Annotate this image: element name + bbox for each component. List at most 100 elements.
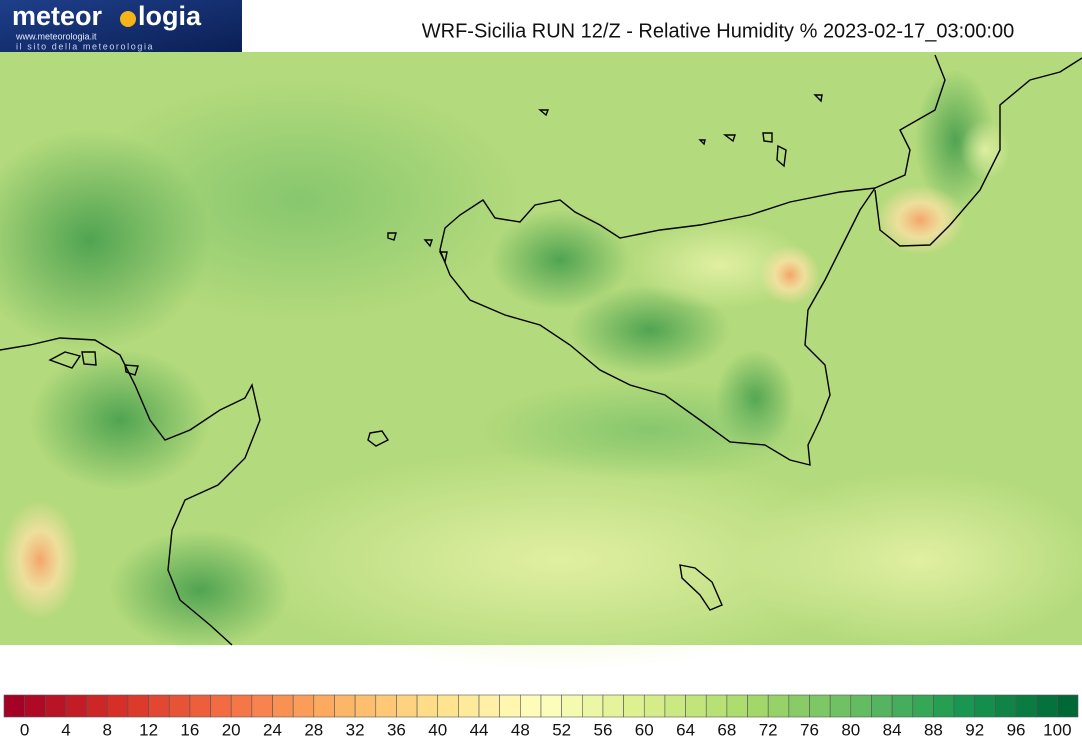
colorbar-tick-label: 84: [883, 720, 902, 739]
colorbar-cell: [788, 694, 810, 718]
logo-sun: [120, 11, 136, 27]
colorbar-cell: [168, 694, 191, 718]
colorbar-cell: [685, 694, 707, 718]
colorbar-cell: [499, 694, 521, 718]
colorbar-cell: [747, 694, 769, 718]
colorbar-tick-label: 52: [552, 720, 571, 739]
colorbar-cell: [313, 694, 335, 718]
humidity-field: [0, 130, 210, 350]
humidity-field: [30, 350, 210, 490]
colorbar-cell: [210, 694, 232, 718]
humidity-field: [960, 120, 1010, 180]
colorbar-cell: [478, 694, 500, 718]
colorbar-cell: [767, 694, 790, 718]
colorbar-cell: [24, 694, 46, 718]
colorbar-tick-label: 44: [470, 720, 489, 739]
colorbar-cell: [520, 694, 542, 718]
colorbar-cell: [65, 694, 87, 718]
colorbar-cell: [1057, 694, 1079, 718]
colorbar-tick-label: 72: [759, 720, 778, 739]
humidity-field: [760, 245, 820, 305]
colorbar-cell: [230, 694, 253, 718]
logo-text: logia: [138, 1, 202, 31]
humidity-field: [480, 380, 820, 480]
colorbar-cell: [354, 694, 377, 718]
logo-background: [0, 0, 242, 52]
humidity-field: [875, 185, 965, 255]
colorbar-cell: [127, 694, 149, 718]
colorbar-tick-label: 32: [346, 720, 365, 739]
colorbar-tick-label: 12: [139, 720, 158, 739]
colorbar-cell: [45, 694, 67, 718]
colorbar-tick-label: 96: [1007, 720, 1026, 739]
colorbar-cell: [953, 694, 976, 718]
colorbar-cell: [86, 694, 108, 718]
humidity-field: [490, 210, 630, 310]
colorbar-cell: [189, 694, 211, 718]
colorbar-cell: [933, 694, 955, 718]
colorbar-cell: [1036, 694, 1058, 718]
colorbar-tick-label: 76: [800, 720, 819, 739]
colorbar-tick-label: 100: [1043, 720, 1071, 739]
colorbar-cell: [705, 694, 728, 718]
humidity-field: [0, 500, 80, 620]
title: WRF-Sicilia RUN 12/Z - Relative Humidity…: [422, 20, 1014, 42]
colorbar-cell: [458, 694, 480, 718]
humidity-field: [570, 285, 730, 375]
colorbar: 0 4 8 12 16 20 24 28 32 36 40 44 48 52 56 60 64 68 72 76 80 8…: [3, 694, 1079, 739]
colorbar-cell: [602, 694, 624, 718]
colorbar-tick-label: 4: [61, 720, 70, 739]
islands: [367, 232, 723, 611]
colorbar-cell: [643, 694, 666, 718]
colorbar-tick-label: 8: [103, 720, 112, 739]
islands: [48, 351, 139, 376]
colorbar-cell: [251, 694, 273, 718]
colorbar-tick-label: 40: [428, 720, 447, 739]
colorbar-tick-label: 64: [676, 720, 695, 739]
colorbar-cell: [726, 694, 748, 718]
colorbar-cell: [664, 694, 686, 718]
calabria: [874, 54, 1082, 247]
colorbar-cell: [292, 694, 315, 718]
colorbar-cell: [974, 694, 996, 718]
colorbar-cell: [1015, 694, 1037, 718]
colorbar-cell: [106, 694, 129, 718]
islands: [538, 94, 823, 168]
colorbar-cell: [623, 694, 645, 718]
colorbar-tick-label: 36: [387, 720, 406, 739]
colorbar-tick-label: 0: [20, 720, 29, 739]
colorbar-cell: [850, 694, 872, 718]
colorbar-tick-label: 20: [222, 720, 241, 739]
colorbar-cell: [871, 694, 893, 718]
colorbar-cell: [396, 694, 418, 718]
colorbar-cell: [148, 694, 170, 718]
colorbar-cell: [3, 694, 25, 718]
colorbar-tick-label: 16: [180, 720, 199, 739]
colorbar-cell: [540, 694, 562, 718]
colorbar-cell: [891, 694, 914, 718]
colorbar-tick-label: 28: [304, 720, 323, 739]
humidity-field: [740, 470, 1082, 650]
coastlines: [0, 54, 1082, 646]
colorbar-tick-label: 56: [594, 720, 613, 739]
colorbar-cell: [334, 694, 356, 718]
colorbar-tick-label: 60: [635, 720, 654, 739]
colorbar-tick-label: 92: [965, 720, 984, 739]
logo-text: meteor: [12, 1, 103, 31]
map: [0, 52, 1082, 670]
colorbar-cell: [995, 694, 1017, 718]
colorbar-cell: [437, 694, 459, 718]
colorbar-cell: [272, 694, 294, 718]
colorbar-tick-label: 68: [717, 720, 736, 739]
colorbar-tick-label: 80: [841, 720, 860, 739]
colorbar-cell: [809, 694, 831, 718]
logo-tagline: il sito della meteorologia: [16, 41, 154, 51]
logo-url: www.meteorologia.it: [15, 31, 97, 41]
colorbar-cell: [375, 694, 397, 718]
colorbar-cell: [912, 694, 934, 718]
colorbar-tick-label: 48: [511, 720, 530, 739]
humidity-field: [230, 450, 890, 670]
header: meteor logia www.meteorologia.it il sito…: [0, 0, 1014, 52]
humidity-field: [110, 530, 290, 650]
